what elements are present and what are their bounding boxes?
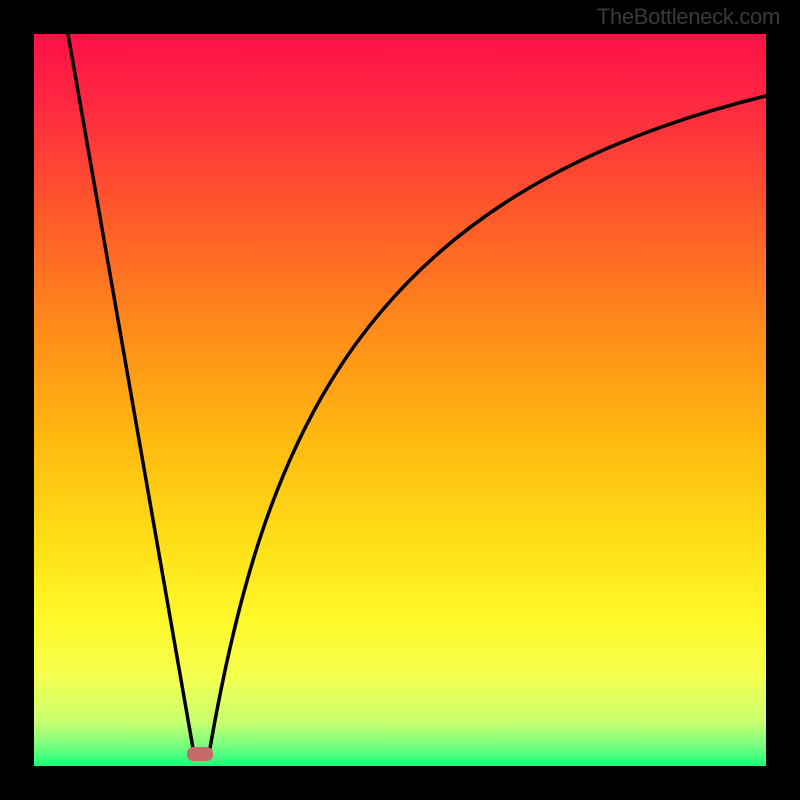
optimum-marker [187,747,213,761]
chart-plot-area [34,34,766,766]
bottleneck-curve [34,34,766,766]
curve-right-branch [209,96,766,754]
watermark-text: TheBottleneck.com [597,4,780,30]
curve-left-branch [68,34,194,754]
